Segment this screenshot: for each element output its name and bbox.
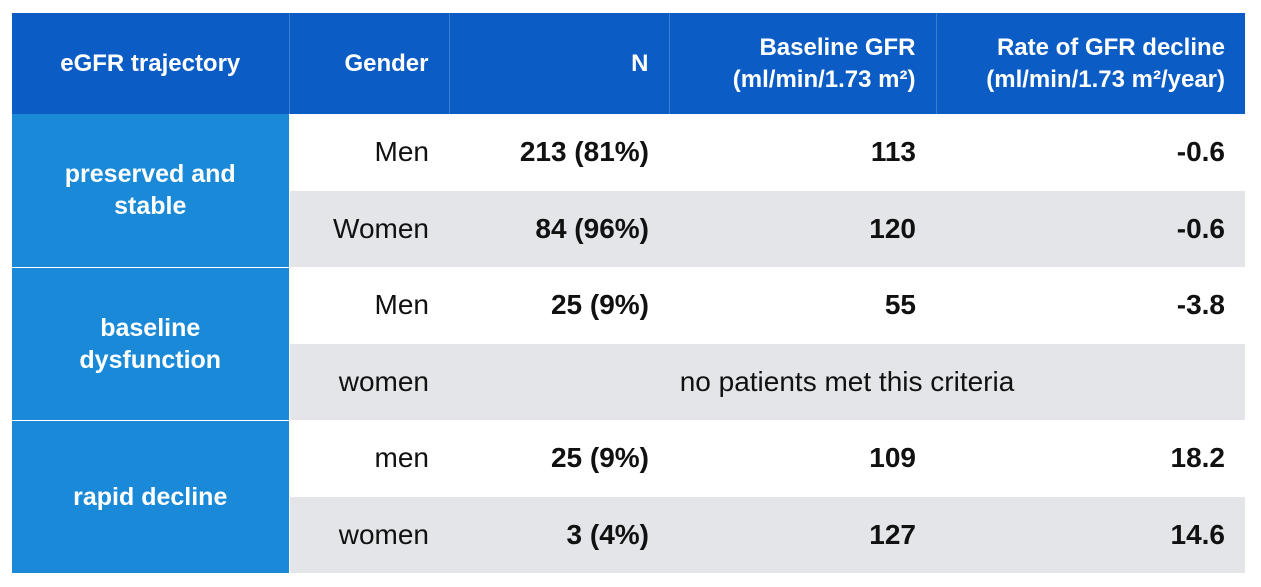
group-label-rapid-decline: rapid decline [12, 419, 290, 573]
header-rate-line2: (ml/min/1.73 m²/year) [986, 65, 1225, 93]
baseline-cell: 127 [669, 496, 936, 573]
gender-cell: Women [289, 190, 449, 267]
table-row: preserved and stable Men 213 (81%) 113 -… [12, 114, 1245, 267]
rate-cell: -0.6 [936, 190, 1245, 267]
n-cell: 213 (81%) [449, 114, 669, 191]
gender-cell: men [289, 420, 449, 497]
table-row: women 3 (4%) 127 14.6 [12, 496, 1245, 573]
group-label-baseline-dysfunction: baseline dysfunction [12, 266, 290, 420]
header-rate-line1: Rate of GFR decline [996, 33, 1225, 61]
rate-cell: 14.6 [936, 496, 1245, 573]
group-label-preserved: preserved and stable [12, 114, 290, 267]
header-gender-label: Gender [344, 49, 429, 77]
n-cell: 3 (4%) [449, 496, 669, 573]
header-baseline-line2: (ml/min/1.73 m²) [732, 65, 916, 93]
header-trajectory: eGFR trajectory [12, 13, 290, 114]
rate-cell: 18.2 [936, 420, 1245, 497]
header-gender: Gender [289, 13, 450, 114]
baseline-cell: 120 [669, 190, 936, 267]
no-patients-note: no patients met this criteria [449, 343, 1245, 420]
header-n: N [449, 13, 670, 114]
header-trajectory-label: eGFR trajectory [60, 49, 241, 77]
baseline-cell: 55 [669, 267, 936, 344]
gender-cell: Men [289, 267, 449, 344]
header-row: eGFR trajectory Gender N Baseline GFR (m… [12, 13, 1245, 114]
header-n-label: N [631, 49, 649, 77]
n-cell: 84 (96%) [449, 190, 669, 267]
n-cell: 25 (9%) [449, 420, 669, 497]
egfr-trajectory-table: eGFR trajectory Gender N Baseline GFR (m… [12, 13, 1245, 573]
gender-cell: women [289, 343, 449, 420]
table-row: Women 84 (96%) 120 -0.6 [12, 190, 1245, 267]
n-cell: 25 (9%) [449, 267, 669, 344]
rate-cell: -0.6 [936, 114, 1245, 191]
header-rate-decline: Rate of GFR decline (ml/min/1.73 m²/year… [936, 13, 1245, 114]
gender-cell: women [289, 496, 449, 573]
header-baseline-line1: Baseline GFR [759, 33, 916, 61]
header-baseline-gfr: Baseline GFR (ml/min/1.73 m²) [669, 13, 937, 114]
table-row: baseline dysfunction Men 25 (9%) 55 -3.8 [12, 266, 1245, 420]
table-row: women no patients met this criteria [12, 343, 1245, 420]
gender-cell: Men [289, 114, 449, 191]
baseline-cell: 109 [669, 420, 936, 497]
baseline-cell: 113 [669, 114, 936, 191]
table-row: rapid decline men 25 (9%) 109 18.2 [12, 419, 1245, 573]
rate-cell: -3.8 [936, 267, 1245, 344]
